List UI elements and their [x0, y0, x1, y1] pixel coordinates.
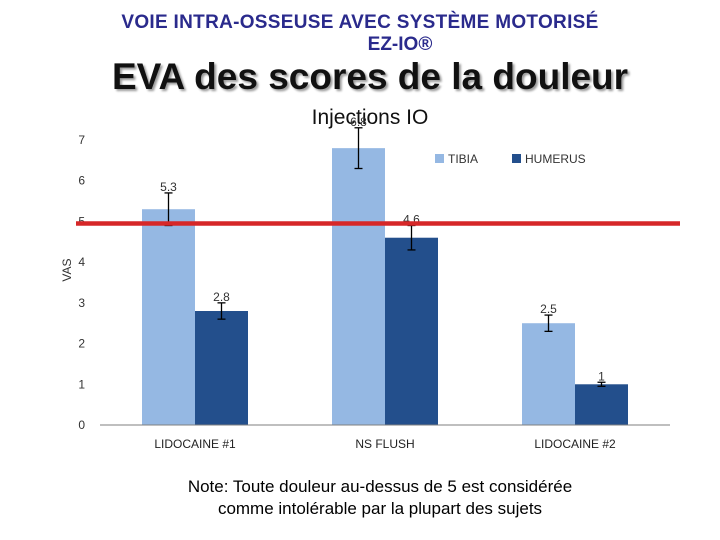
category-labels: LIDOCAINE #1 NS FLUSH LIDOCAINE #2 [154, 437, 616, 451]
bar-humerus [385, 237, 438, 425]
y-tick-label: 3 [78, 296, 85, 310]
legend-swatch-tibia [435, 154, 444, 163]
y-axis-ticks: 01234567 [78, 133, 85, 432]
header-line-2: EZ-IO® [367, 34, 433, 55]
category-label: NS FLUSH [355, 437, 414, 451]
data-label: 1 [598, 369, 605, 383]
note: Note: Toute douleur au-dessus de 5 est c… [0, 476, 720, 520]
y-tick-label: 4 [78, 255, 85, 269]
chart-title: Injections IO [312, 106, 429, 129]
y-tick-label: 1 [78, 377, 85, 391]
header-line-1: VOIE INTRA-OSSEUSE AVEC SYSTÈME MOTORISÉ [121, 12, 599, 33]
data-label: 6.8 [350, 115, 367, 129]
legend-label-humerus: HUMERUS [525, 152, 586, 166]
bar-humerus [575, 384, 628, 425]
bars: 5.32.86.84.62.51 [142, 115, 628, 425]
note-line-2: comme intolérable par la plupart des suj… [217, 499, 543, 518]
note-line-1: Note: Toute douleur au-dessus de 5 est c… [187, 477, 573, 496]
bar-tibia [142, 209, 195, 425]
y-tick-label: 2 [78, 337, 85, 351]
y-axis-label: VAS [60, 258, 74, 281]
legend-label-tibia: TIBIA [448, 152, 478, 166]
bar-humerus [195, 311, 248, 425]
category-label: LIDOCAINE #2 [534, 437, 616, 451]
data-label: 5.3 [160, 180, 177, 194]
y-tick-label: 0 [78, 418, 85, 432]
data-label: 2.5 [540, 302, 557, 316]
legend: TIBIA HUMERUS [435, 152, 586, 166]
category-label: LIDOCAINE #1 [154, 437, 236, 451]
data-label: 2.8 [213, 290, 230, 304]
bar-tibia [522, 323, 575, 425]
page-title: EVA des scores de la douleur [111, 56, 629, 97]
y-tick-label: 6 [78, 174, 85, 188]
y-tick-label: 7 [78, 133, 85, 147]
legend-swatch-humerus [512, 154, 521, 163]
bar-tibia [332, 148, 385, 425]
